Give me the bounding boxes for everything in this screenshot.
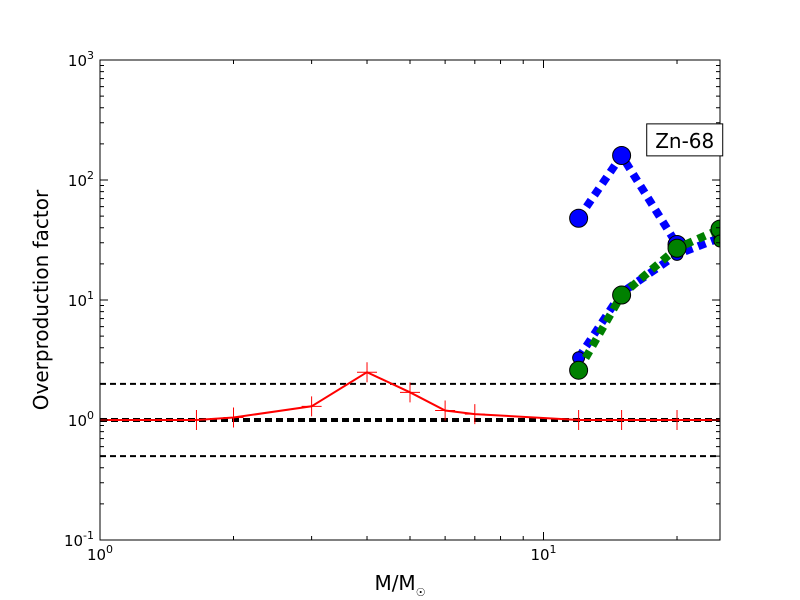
y-axis-label: Overproduction factor xyxy=(29,189,53,410)
series-3-point-2 xyxy=(667,238,687,258)
annotation-box xyxy=(646,123,724,157)
y-tick-label-0: 10-1 xyxy=(64,529,94,550)
series-3-line xyxy=(575,225,720,373)
series-3-point-0 xyxy=(569,360,589,380)
series-0-point-7 xyxy=(464,404,485,425)
series-0-point-10 xyxy=(667,410,688,430)
series-0-point-3 xyxy=(301,396,322,417)
x-tick-label-0: 100 xyxy=(87,543,113,564)
series-3 xyxy=(569,219,720,380)
series-0 xyxy=(100,362,720,430)
series-3-point-1 xyxy=(612,285,632,305)
series-0-point-4 xyxy=(357,362,378,383)
series-1-line xyxy=(575,148,681,247)
y-tick-label-1: 100 xyxy=(68,409,94,430)
series-0-point-5 xyxy=(400,382,420,403)
annotation-label: Zn-68 xyxy=(655,129,714,153)
series-4-point-0 xyxy=(713,234,720,248)
series-1-point-1 xyxy=(612,146,632,166)
series-2-line xyxy=(575,234,720,361)
y-tick-label-3: 102 xyxy=(68,169,94,190)
series-0-point-2 xyxy=(223,407,244,428)
y-tick-label-2: 101 xyxy=(68,289,94,310)
series-0-point-8 xyxy=(568,410,589,430)
series-0-point-9 xyxy=(611,410,632,430)
series-0-point-6 xyxy=(435,400,456,421)
y-tick-label-4: 103 xyxy=(68,49,94,70)
data-series xyxy=(100,146,720,430)
series-1 xyxy=(569,146,687,255)
series-1-point-0 xyxy=(569,208,589,228)
x-axis-label: M/M☉ xyxy=(374,571,425,599)
series-3-point-3 xyxy=(710,219,720,239)
annotation: Zn-68 xyxy=(646,123,724,157)
series-0-point-1 xyxy=(186,410,207,430)
x-tick-label-1: 101 xyxy=(530,543,556,564)
series-4 xyxy=(713,234,720,248)
